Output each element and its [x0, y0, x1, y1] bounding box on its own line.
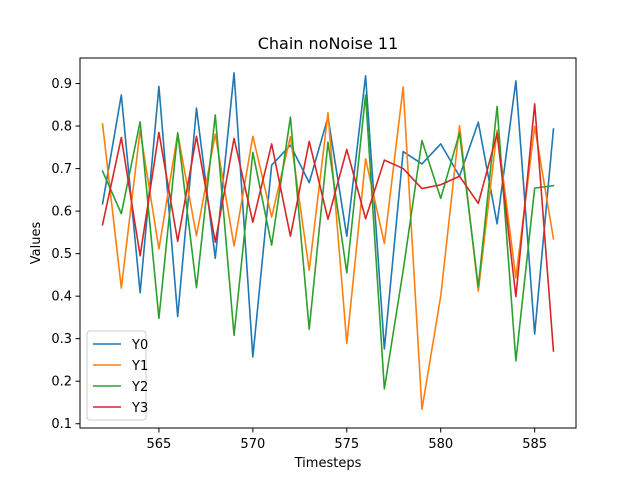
legend-box: [86, 330, 147, 421]
y-tick-label: 0.4: [51, 290, 72, 305]
y-tick-label: 0.6: [51, 205, 72, 220]
series-line-y2: [101, 94, 555, 390]
x-axis-ticks: 565 570 575 580 585: [146, 428, 547, 452]
y-tick-label: 0.2: [51, 375, 72, 390]
y-axis-ticks: 0.1 0.2 0.3 0.4 0.5 0.6 0.7 0.8 0.9: [51, 77, 80, 432]
series-line-y3: [101, 103, 555, 352]
legend-label-y1: Y1: [131, 359, 148, 374]
legend: Y0 Y1 Y2 Y3: [86, 330, 148, 421]
y-tick-label: 0.5: [51, 247, 72, 262]
x-tick-label: 580: [428, 437, 453, 452]
y-axis-label: Values: [29, 222, 44, 265]
y-tick-label: 0.3: [51, 332, 72, 347]
legend-label-y2: Y2: [131, 380, 148, 395]
x-tick-label: 565: [146, 437, 171, 452]
chart-title: Chain noNoise 11: [258, 34, 399, 53]
x-tick-label: 570: [240, 437, 265, 452]
x-tick-label: 585: [522, 437, 547, 452]
plot-frame: [79, 57, 577, 429]
y-tick-label: 0.7: [51, 162, 72, 177]
y-tick-label: 0.9: [51, 77, 72, 92]
x-tick-label: 575: [334, 437, 359, 452]
series-layer: [101, 72, 555, 411]
legend-label-y3: Y3: [131, 401, 148, 416]
y-tick-label: 0.8: [51, 120, 72, 135]
y-tick-label: 0.1: [51, 417, 72, 432]
x-axis-label: Timesteps: [294, 456, 362, 471]
legend-label-y0: Y0: [131, 338, 148, 353]
